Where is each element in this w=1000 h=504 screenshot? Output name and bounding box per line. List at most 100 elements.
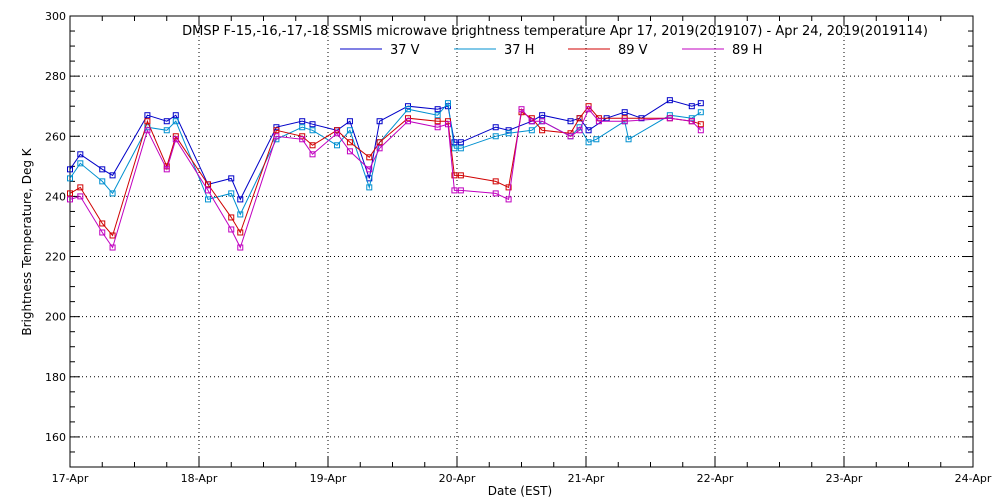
data-point-37h <box>205 196 212 203</box>
data-point-89v <box>273 127 280 134</box>
data-point-37h <box>67 175 73 182</box>
data-point-37v <box>172 112 179 119</box>
axis-ticks: 160 180 200 220 240 260 280 300 17-Apr 18-Apr 19-A… <box>45 10 992 485</box>
data-point-37h <box>237 211 244 218</box>
data-point-89v <box>576 115 583 122</box>
data-point-37h <box>457 145 464 152</box>
x-tick-label: 17-Apr <box>52 472 89 485</box>
data-point-37v <box>697 100 704 107</box>
data-point-37v <box>99 166 106 173</box>
data-point-37h <box>404 106 411 113</box>
data-point-37v <box>67 166 73 173</box>
x-tick-label: 24-Apr <box>955 472 992 485</box>
data-point-89v <box>366 154 373 161</box>
data-point-89h <box>434 124 441 131</box>
data-point-37v <box>539 112 546 119</box>
x-tick-label: 21-Apr <box>568 472 605 485</box>
data-point-89v <box>505 184 512 191</box>
data-point-89h <box>346 148 353 155</box>
legend-label-89h: 89 H <box>732 43 762 58</box>
data-point-89v <box>457 172 464 179</box>
data-point-89h <box>518 106 525 113</box>
data-point-37h <box>163 127 170 134</box>
data-point-37v <box>77 151 84 158</box>
data-point-37v <box>567 118 574 125</box>
y-tick-label: 220 <box>45 251 66 264</box>
data-point-37v <box>237 196 244 203</box>
data-point-89v <box>228 214 235 221</box>
series-line-37v <box>69 99 701 201</box>
plot-frame <box>69 15 974 468</box>
data-point-37v <box>492 124 499 131</box>
data-point-37h <box>444 100 451 107</box>
data-point-37h <box>228 190 235 197</box>
data-point-89h <box>567 133 574 140</box>
data-point-89h <box>228 226 235 233</box>
data-point-37h <box>434 112 441 119</box>
data-point-89h <box>172 136 179 143</box>
data-point-89v <box>67 190 73 197</box>
series-group <box>67 97 704 251</box>
x-tick-label: 20-Apr <box>439 472 476 485</box>
y-tick-label: 180 <box>45 371 66 384</box>
data-point-89v <box>309 142 316 149</box>
data-point-37h <box>585 139 592 146</box>
x-axis-label: Date (EST) <box>488 484 552 498</box>
y-tick-label: 300 <box>45 10 66 23</box>
data-point-37v <box>451 139 458 146</box>
data-point-89v <box>492 178 499 185</box>
data-point-37h <box>492 133 499 140</box>
data-point-89v <box>237 229 244 236</box>
data-point-89h <box>109 244 116 251</box>
data-point-89v <box>434 118 441 125</box>
data-point-89h <box>539 118 546 125</box>
data-point-89h <box>621 118 628 125</box>
data-point-37v <box>376 118 383 125</box>
data-point-37v <box>688 103 695 110</box>
chart-title: DMSP F-15,-16,-17,-18 SSMIS microwave br… <box>182 24 928 39</box>
data-point-37h <box>593 136 600 143</box>
data-point-37h <box>346 127 353 134</box>
data-point-89h <box>309 151 316 158</box>
data-point-37v <box>163 118 170 125</box>
data-point-37h <box>505 130 512 137</box>
y-tick-label: 240 <box>45 190 66 203</box>
data-point-37v <box>109 172 116 179</box>
data-point-37v <box>228 175 235 182</box>
data-point-89h <box>697 127 704 134</box>
data-point-89h <box>457 187 464 194</box>
data-point-37h <box>77 160 84 167</box>
data-point-89h <box>404 118 411 125</box>
data-point-37h <box>697 109 704 116</box>
y-tick-label: 280 <box>45 70 66 83</box>
series-37h <box>67 100 704 218</box>
y-tick-label: 260 <box>45 130 66 143</box>
data-point-37v <box>346 118 353 125</box>
data-point-89v <box>299 133 306 140</box>
data-point-89h <box>273 133 280 140</box>
data-point-89h <box>205 187 212 194</box>
data-point-37v <box>434 106 441 113</box>
data-point-37h <box>366 184 373 191</box>
data-point-89h <box>492 190 499 197</box>
y-tick-label: 160 <box>45 431 66 444</box>
data-point-89h <box>67 196 73 203</box>
data-point-37v <box>585 127 592 134</box>
x-tick-label: 23-Apr <box>826 472 863 485</box>
data-point-89h <box>77 193 84 200</box>
data-point-89h <box>666 115 673 122</box>
data-point-89h <box>334 130 341 137</box>
y-axis-label: Brightness Temperature, Deg K <box>20 147 34 335</box>
series-line-89v <box>69 105 701 237</box>
series-line-89h <box>69 108 702 249</box>
data-point-89h <box>366 166 373 173</box>
legend-label-89v: 89 V <box>618 43 648 58</box>
data-point-37h <box>625 136 632 143</box>
data-point-89v <box>346 139 353 146</box>
data-point-37v <box>666 97 673 104</box>
data-point-89v <box>144 118 151 125</box>
data-point-37h <box>99 178 106 185</box>
data-point-89h <box>595 118 602 125</box>
data-point-89v <box>539 127 546 134</box>
